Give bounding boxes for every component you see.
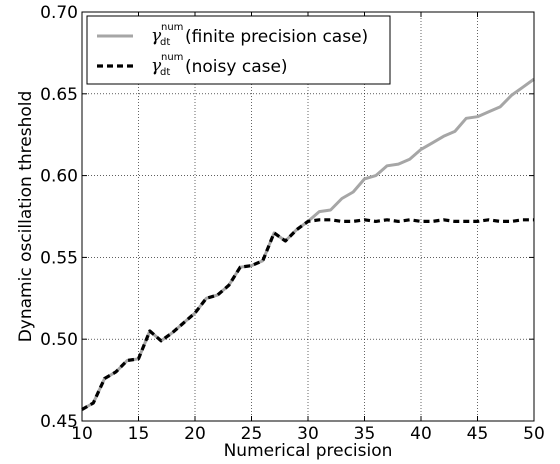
legend-superscript-noisy: num: [161, 52, 183, 63]
legend-label-noisy: (noisy case): [185, 57, 288, 77]
x-tick-label: 20: [184, 424, 206, 444]
y-tick-label: 0.60: [40, 167, 78, 187]
y-tick-label: 0.55: [40, 248, 78, 268]
axis-ticks: 10 15 20 25 30 35 40 45 50 0.45 0.50 0.55 0.60 0.65 0.…: [40, 3, 545, 444]
series-lines: [81, 77, 535, 411]
y-tick-label: 0.50: [40, 330, 78, 350]
x-tick-label: 45: [467, 424, 489, 444]
x-tick-label: 50: [523, 424, 545, 444]
y-axis-label: Dynamic oscillation threshold: [16, 91, 36, 343]
x-tick-label: 35: [354, 424, 376, 444]
x-tick-label: 15: [128, 424, 150, 444]
legend-symbol-noisy: γ: [151, 56, 162, 76]
legend: γ dt num (finite precision case) γ dt nu…: [86, 15, 391, 85]
legend-symbol-finite: γ: [151, 26, 162, 46]
y-tick-label: 0.70: [40, 3, 78, 23]
series-line-noisy: [81, 218, 534, 411]
x-tick-label: 25: [241, 424, 263, 444]
x-tick-label: 40: [410, 424, 432, 444]
legend-subscript-noisy: dt: [160, 67, 170, 78]
y-tick-label: 0.45: [40, 412, 78, 432]
x-axis-label: Numerical precision: [224, 441, 393, 461]
legend-box: [86, 15, 391, 85]
legend-superscript-finite: num: [161, 22, 183, 33]
x-tick-label: 30: [297, 424, 319, 444]
legend-label-finite: (finite precision case): [185, 27, 368, 47]
series-line-finite: [81, 77, 535, 411]
legend-subscript-finite: dt: [160, 37, 170, 48]
y-tick-label: 0.65: [40, 85, 78, 105]
x-tick-label: 10: [71, 424, 93, 444]
